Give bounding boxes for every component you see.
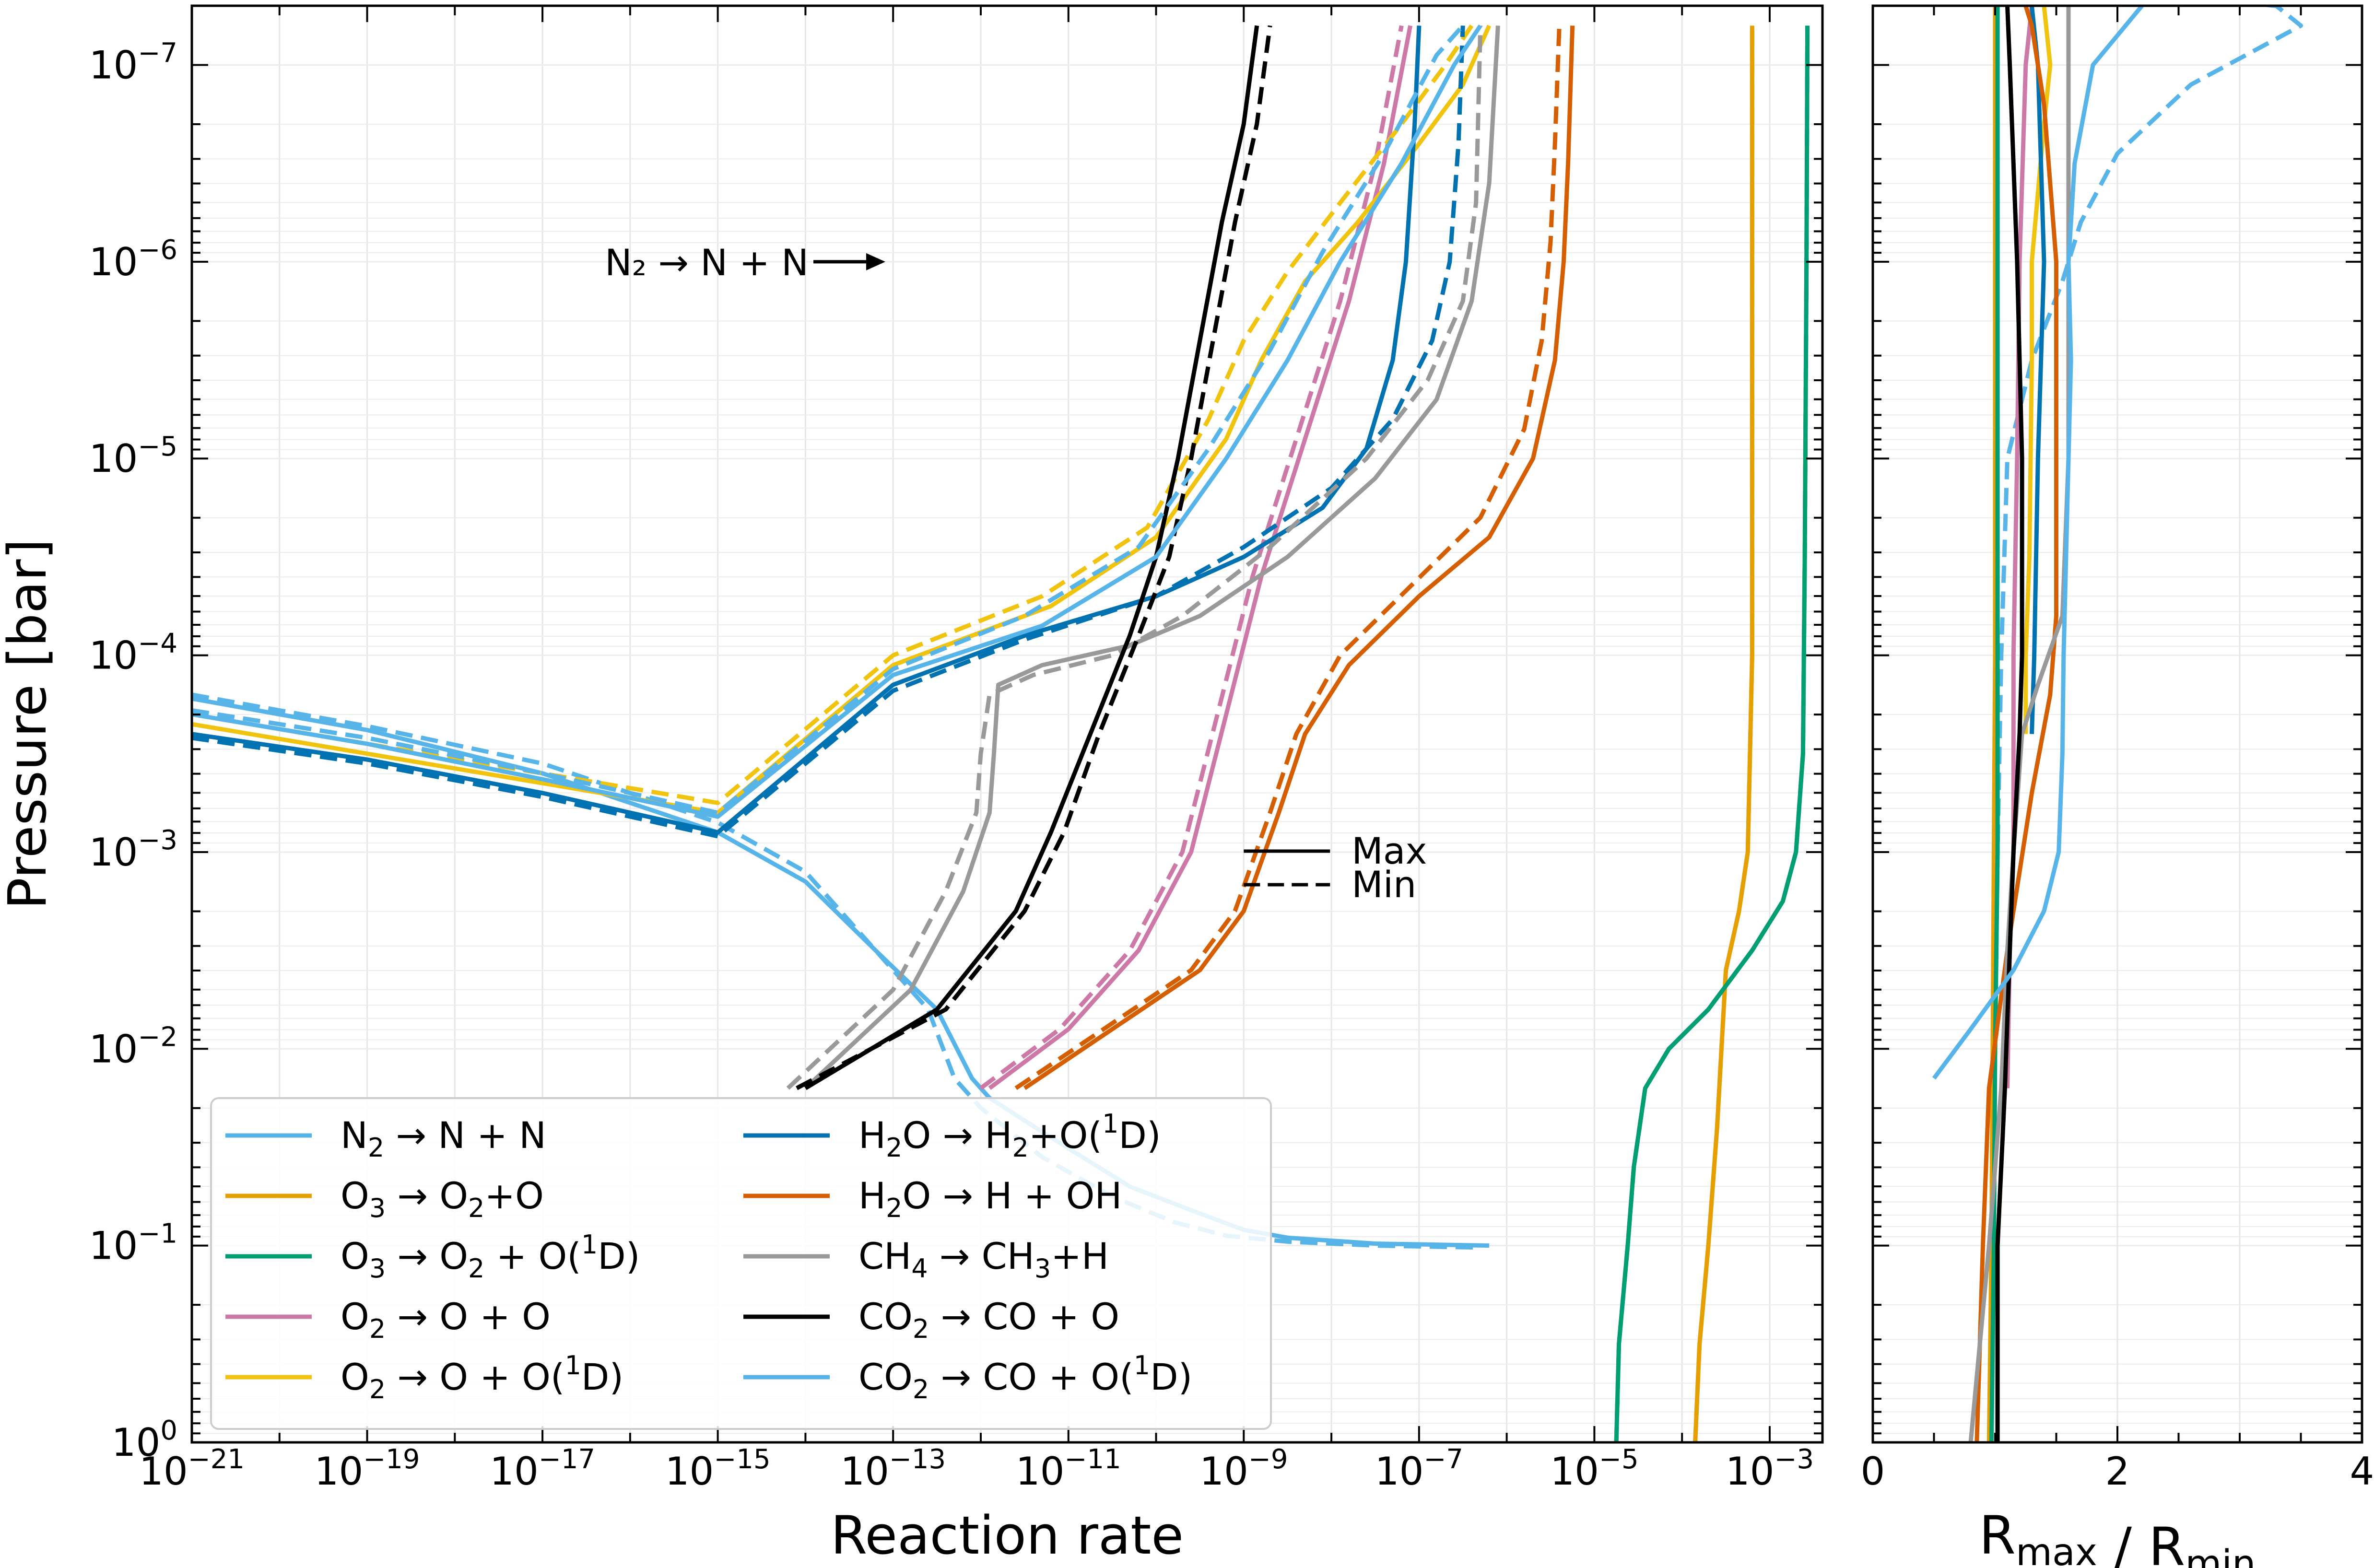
ratio-line-9 — [1995, 6, 2024, 1442]
left-axes: 10−21 10−19 10−17 10−15 10−13 10−11 10−9 10−7 10… — [0, 4, 1824, 1566]
right-axes: 0 2 4 Rmax / Rmin — [1861, 4, 2374, 1568]
series-line-9-max — [804, 25, 1259, 1090]
series-line-4-max — [988, 25, 1413, 1090]
y-axis-title: Pressure [bar] — [0, 539, 58, 910]
x-tick-label: 4 — [2350, 1449, 2374, 1494]
series-line-3-max — [1614, 25, 1810, 1442]
legend-label-9: CO2 → CO + O — [858, 1295, 1119, 1344]
series-line-2-max — [1693, 25, 1754, 1442]
legend-label-5: O2 → O + O(1D) — [341, 1350, 623, 1404]
legend-label-10: CO2 → CO + O(1D) — [858, 1350, 1192, 1404]
ratio-line-3 — [1989, 6, 2000, 1442]
right-grid — [1872, 6, 2363, 1443]
legend-box — [210, 1097, 1272, 1430]
legend: N2 → N + N O3 → O2+O O3 → O2 + O(1D) O2 → O… — [210, 1097, 1272, 1430]
legend-label-1: N2 → N + N — [341, 1114, 546, 1163]
x-tick-label: 10−17 — [490, 1444, 595, 1494]
x-tick-label: 10−11 — [1016, 1444, 1121, 1494]
style-key-max-label: Max — [1352, 830, 1427, 872]
x-tick-label: 10−13 — [840, 1444, 946, 1494]
y-tick-label: 10−3 — [89, 825, 177, 875]
y-tick-label: 10−7 — [89, 38, 177, 88]
x-tick-label: 10−15 — [665, 1444, 771, 1494]
right-series-lines — [1932, 6, 2303, 1442]
x-tick-label: 0 — [1861, 1449, 1885, 1494]
y-tick-label: 10−6 — [89, 234, 177, 284]
left-series-lines — [192, 24, 1810, 1442]
legend-label-4: O2 → O + O — [341, 1295, 551, 1344]
series-line-10-min — [192, 24, 1465, 815]
x-tick-label: 10−7 — [1375, 1444, 1463, 1494]
ratio-line-7 — [1974, 6, 2058, 1442]
x-tick-label: 10−3 — [1726, 1444, 1814, 1494]
legend-label-8: CH4 → CH3+H — [858, 1235, 1109, 1284]
y-tick-label: 10−5 — [89, 431, 177, 481]
ratio-line-10 — [1932, 6, 2144, 1080]
x-axis-title: Reaction rate — [831, 1505, 1184, 1566]
left-frame — [190, 4, 1824, 1444]
series-line-5-max — [192, 24, 1492, 815]
legend-label-6: H2O → H2+O(1D) — [858, 1109, 1161, 1163]
legend-label-3: O3 → O2 + O(1D) — [341, 1229, 640, 1284]
x-tick-label: 10−21 — [139, 1444, 245, 1494]
n2-annotation-label: N₂ → N + N — [605, 241, 809, 284]
ratio-axis-title: Rmax / Rmin — [1979, 1505, 2256, 1568]
ratio-line-1 — [1993, 6, 2303, 1049]
series-line-7-max — [1023, 25, 1575, 1090]
series-line-9-min — [796, 25, 1272, 1090]
series-line-8-min — [786, 25, 1483, 1090]
series-line-6-min — [192, 25, 1465, 839]
y-tick-label: 10−2 — [89, 1021, 177, 1071]
series-line-7-min — [1014, 25, 1562, 1090]
y-tick-label: 10−4 — [89, 628, 177, 678]
legend-label-7: H2O → H + OH — [858, 1174, 1122, 1223]
style-key-min-label: Min — [1352, 863, 1416, 906]
legend-label-2: O3 → O2+O — [341, 1174, 544, 1223]
y-tick-label: 10−1 — [89, 1218, 177, 1268]
x-tick-label: 10−9 — [1199, 1444, 1288, 1494]
series-line-10-max — [192, 24, 1482, 819]
series-line-8-max — [804, 25, 1500, 1090]
ratio-line-5 — [2023, 6, 2053, 734]
x-tick-label: 10−5 — [1550, 1444, 1638, 1494]
x-tick-label: 10−19 — [315, 1444, 420, 1494]
series-line-6-max — [192, 25, 1422, 835]
annotation-arrow-head — [866, 253, 885, 270]
x-tick-label: 2 — [2105, 1449, 2130, 1494]
y-tick-label: 100 — [112, 1415, 177, 1465]
series-line-5-min — [192, 24, 1474, 805]
